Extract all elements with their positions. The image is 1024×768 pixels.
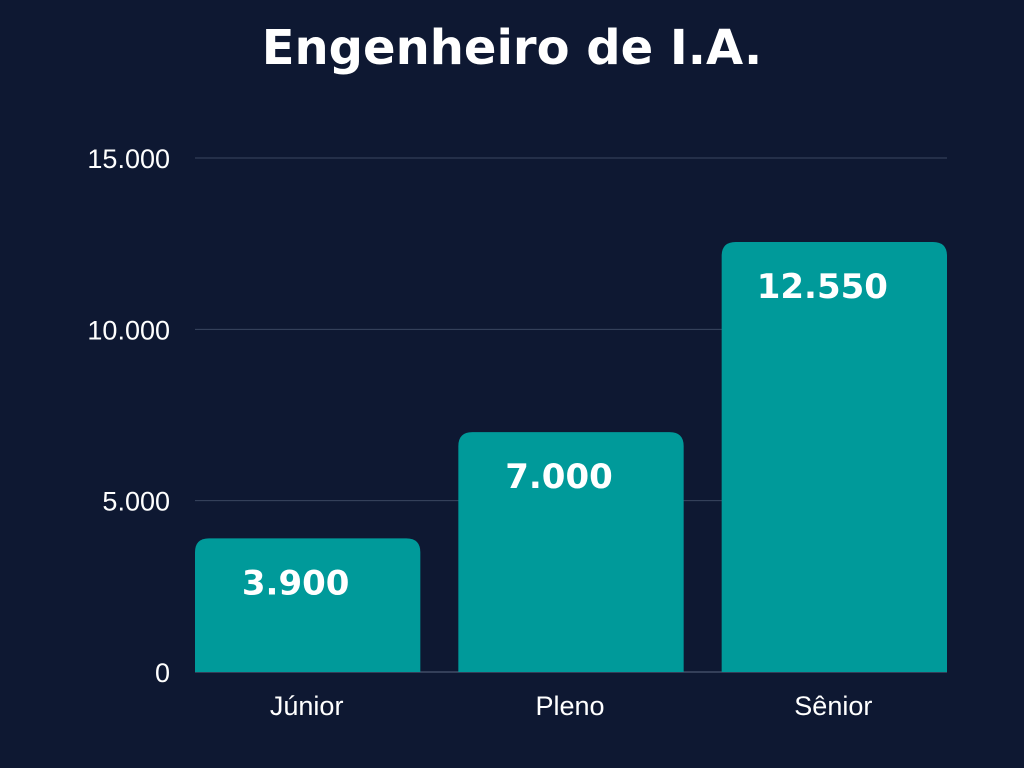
chart-title: Engenheiro de I.A. <box>261 20 763 76</box>
bar-value-label: 3.900 <box>242 563 350 603</box>
bar <box>721 241 947 672</box>
y-axis-ticks: 0 5.000 10.000 15.000 <box>87 144 170 688</box>
y-tick-label: 5.000 <box>102 487 170 517</box>
x-category-label: Júnior <box>270 691 344 721</box>
bar-value-label: 12.550 <box>757 267 888 307</box>
y-tick-label: 10.000 <box>87 315 170 345</box>
x-axis-labels: Júnior Pleno Sênior <box>270 691 872 721</box>
x-category-label: Sênior <box>794 691 872 721</box>
y-tick-label: 0 <box>155 658 170 688</box>
y-tick-label: 15.000 <box>87 144 170 174</box>
bar <box>458 432 684 672</box>
bar <box>195 538 421 672</box>
x-category-label: Pleno <box>535 691 604 721</box>
bar-value-label: 7.000 <box>505 457 613 497</box>
bars: 3.900 7.000 12.550 <box>195 241 947 672</box>
